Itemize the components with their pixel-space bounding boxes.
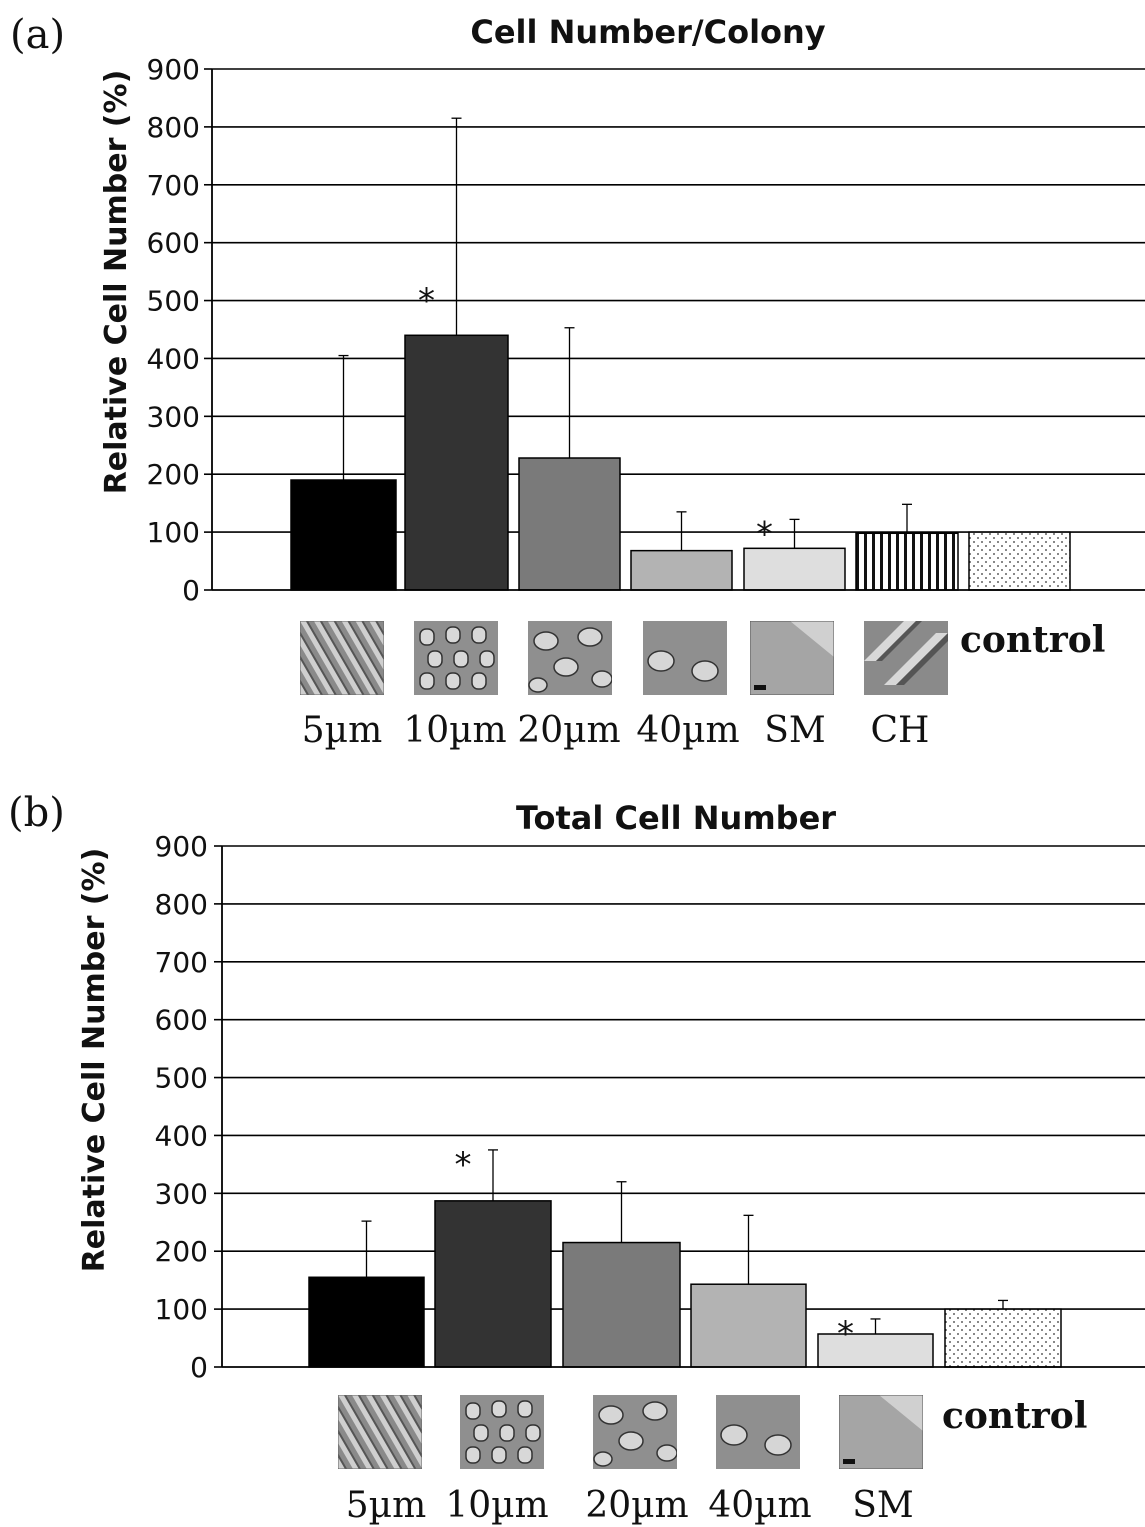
micrograph-20um	[593, 1395, 677, 1469]
significance-markers: **	[455, 1145, 855, 1354]
micrograph-sm	[839, 1395, 923, 1469]
micrograph-20um	[528, 621, 612, 695]
micrograph-40um	[716, 1395, 800, 1469]
bar-CH	[855, 532, 959, 591]
category-label-40um: 40µm	[636, 710, 739, 751]
y-tick-label: 500	[147, 285, 200, 318]
error-bars	[361, 1149, 1008, 1335]
bar-control	[968, 531, 1071, 591]
error-bars	[338, 117, 912, 551]
y-tick-label: 200	[147, 458, 200, 491]
panel-a: (a) Cell Number/Colony Relative Cell Num…	[10, 12, 1145, 751]
category-label-20um: 20µm	[517, 710, 620, 751]
micrograph-10um	[460, 1395, 544, 1469]
bar-10um	[404, 334, 509, 591]
category-label-ch: CH	[871, 710, 930, 751]
y-tick-label: 100	[155, 1293, 208, 1326]
y-tick-label: 900	[147, 53, 200, 86]
gridlines	[214, 845, 1145, 1368]
y-tick-label: 300	[147, 400, 200, 433]
category-label-sm: SM	[852, 1485, 914, 1526]
category-label-20um: 20µm	[585, 1485, 688, 1526]
micrograph-5um	[300, 621, 384, 695]
category-label-5um: 5µm	[346, 1485, 426, 1526]
y-tick-label: 300	[155, 1177, 208, 1210]
y-tick-label: 400	[155, 1119, 208, 1152]
y-tick-labels: 0 100 200 300 400 500 600 700 800 900	[147, 53, 200, 607]
y-tick-label: 0	[190, 1351, 208, 1384]
micrograph-5um	[338, 1395, 422, 1469]
significance-marker-SM: *	[837, 1314, 854, 1354]
category-label-control: control	[942, 1395, 1087, 1437]
bar-20um	[562, 1241, 681, 1368]
significance-marker-SM: *	[756, 514, 773, 554]
bar-10um	[434, 1200, 552, 1368]
significance-marker-10um: *	[418, 281, 435, 321]
y-tick-label: 900	[155, 830, 208, 863]
bar-SM	[743, 547, 846, 591]
panel-b-letter: (b)	[8, 790, 65, 836]
chart-title: Cell Number/Colony	[470, 13, 825, 51]
y-tick-label: 400	[147, 342, 200, 375]
category-label-5um: 5µm	[302, 710, 382, 751]
category-label-40um: 40µm	[708, 1485, 811, 1526]
y-tick-label: 500	[155, 1062, 208, 1095]
chart-title: Total Cell Number	[516, 799, 836, 837]
significance-marker-10um: *	[455, 1145, 472, 1185]
micrograph-40um	[643, 621, 727, 695]
significance-markers: **	[418, 281, 773, 554]
y-tick-label: 600	[155, 1004, 208, 1037]
bar-SM	[817, 1333, 934, 1368]
axes	[211, 69, 1145, 591]
bars	[308, 1200, 1062, 1368]
axes	[221, 846, 1145, 1368]
y-tick-label: 600	[147, 227, 200, 260]
bar-5um	[308, 1276, 425, 1368]
bar-20um	[518, 457, 621, 591]
category-label-10um: 10µm	[403, 710, 506, 751]
y-tick-label: 800	[147, 111, 200, 144]
bar-5um	[290, 479, 397, 591]
y-tick-label: 800	[155, 888, 208, 921]
category-label-10um: 10µm	[445, 1485, 548, 1526]
category-label-control: control	[960, 619, 1105, 661]
bar-40um	[630, 549, 733, 591]
y-tick-label: 700	[155, 946, 208, 979]
y-axis-label: Relative Cell Number (%)	[99, 70, 134, 495]
y-tick-label: 0	[182, 574, 200, 607]
panel-a-letter: (a)	[10, 12, 65, 58]
category-label-sm: SM	[764, 710, 826, 751]
y-axis-label: Relative Cell Number (%)	[77, 848, 112, 1273]
panel-b: (b) Total Cell Number Relative Cell Numb…	[8, 790, 1145, 1526]
y-tick-label: 200	[155, 1235, 208, 1268]
micrograph-10um	[414, 621, 498, 695]
y-tick-label: 700	[147, 169, 200, 202]
bar-40um	[690, 1283, 807, 1368]
micrograph-sm	[750, 621, 834, 695]
y-tick-label: 100	[147, 516, 200, 549]
micrograph-ch	[864, 621, 948, 695]
bars	[290, 334, 1071, 591]
bar-control	[944, 1308, 1062, 1368]
y-tick-labels: 0 100 200 300 400 500 600 700 800 900	[155, 830, 208, 1384]
